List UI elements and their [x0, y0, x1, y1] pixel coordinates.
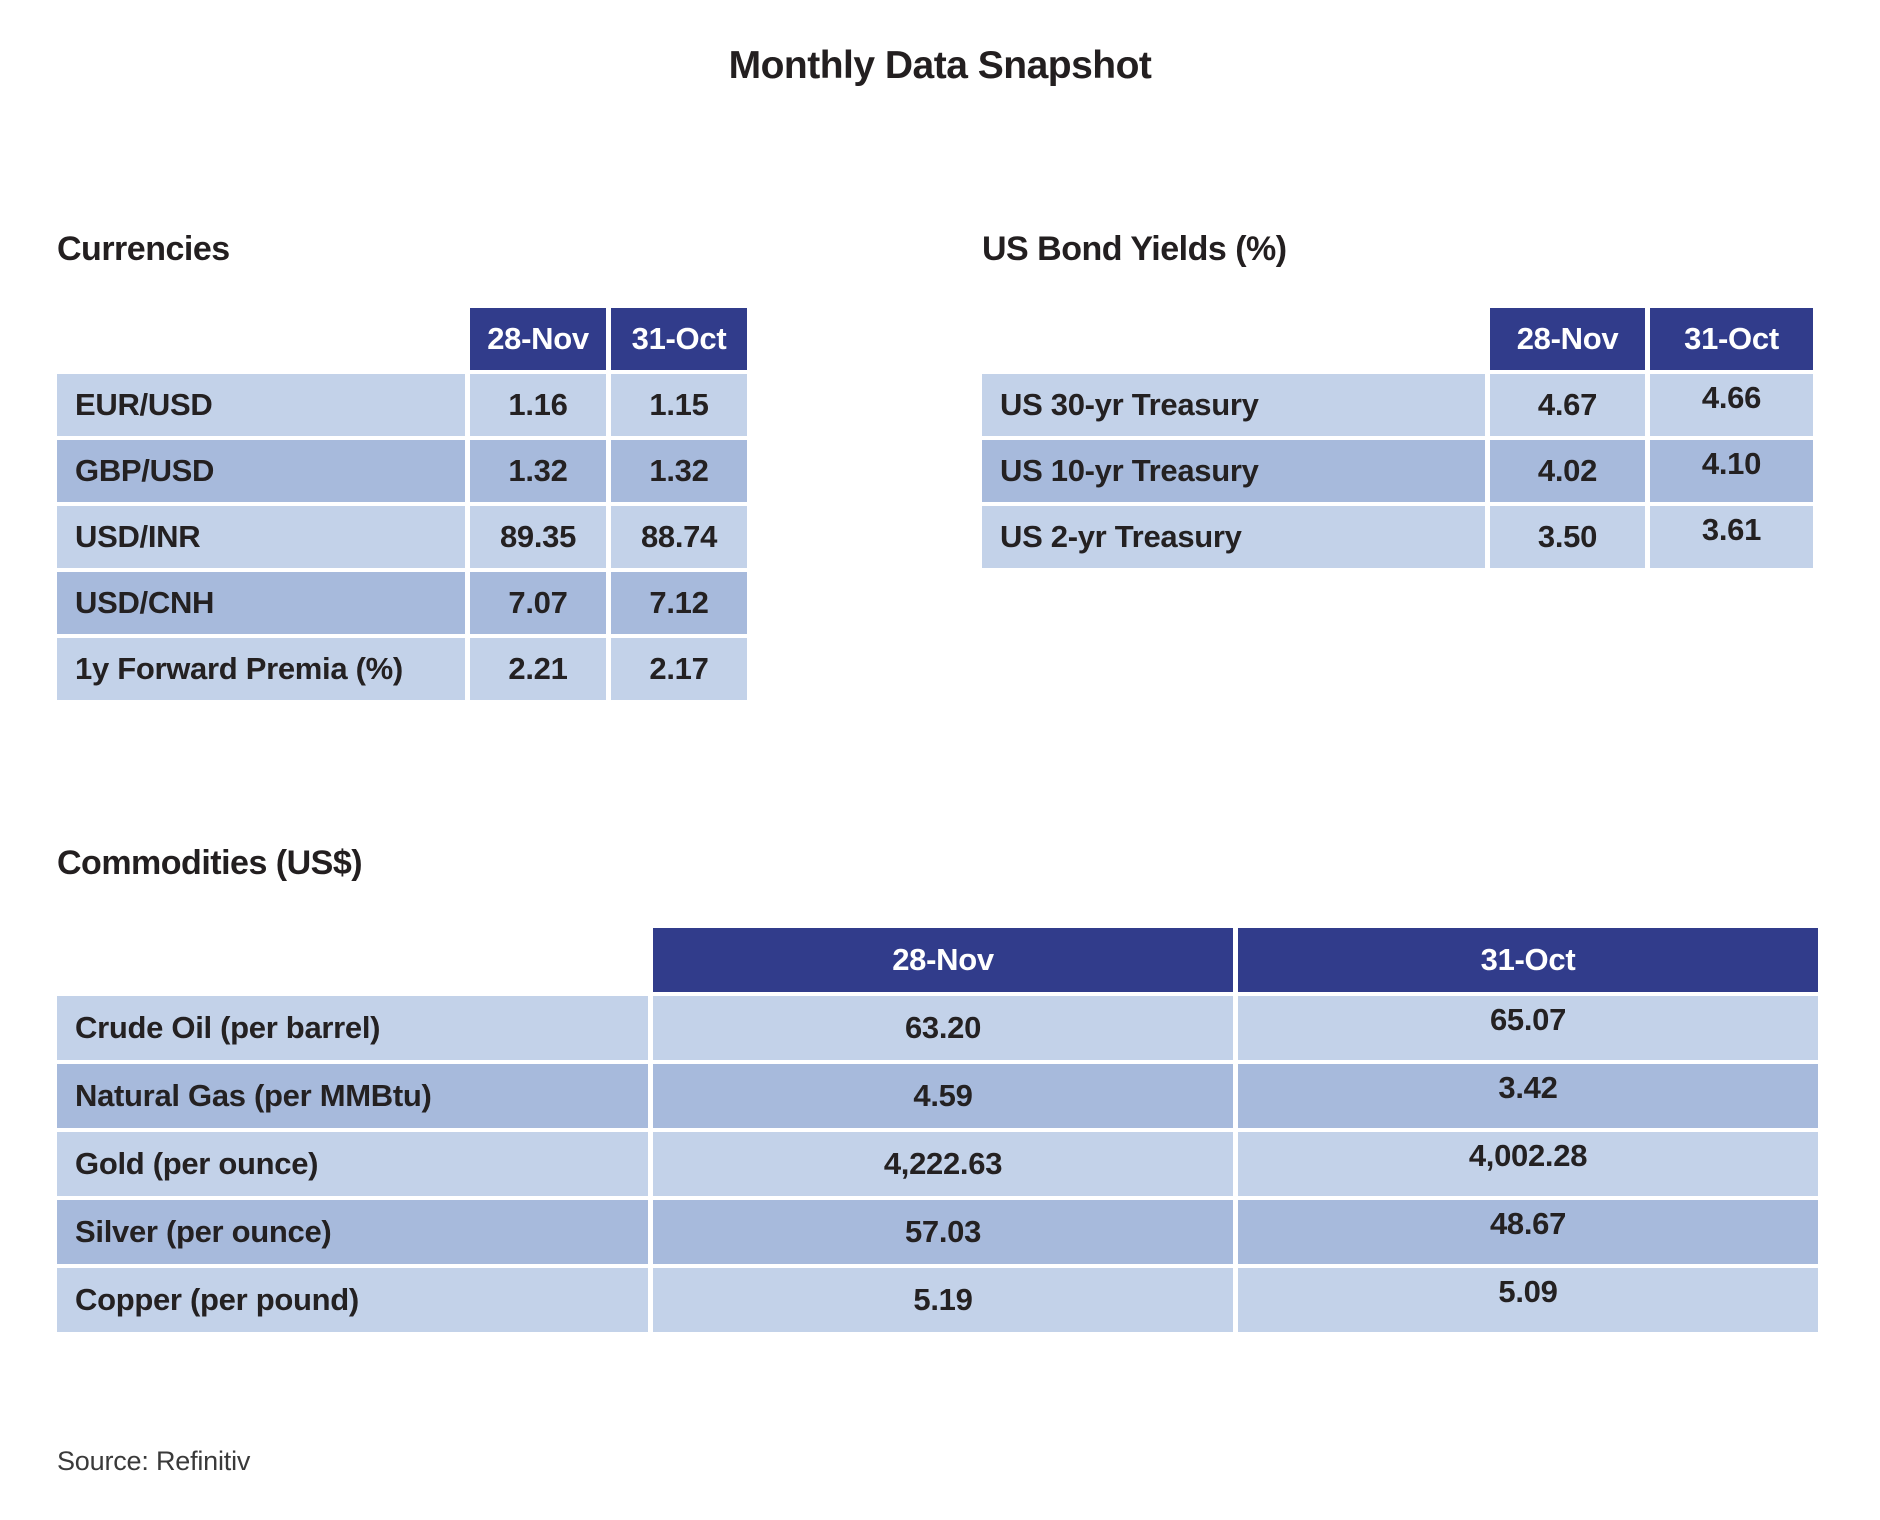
bond-yields-header-28nov: 28-Nov — [1490, 308, 1645, 370]
currencies-cell-value: 7.07 — [470, 572, 606, 634]
commodities-row-label: Natural Gas (per MMBtu) — [57, 1064, 648, 1128]
commodities-header-31oct: 31-Oct — [1238, 928, 1818, 992]
bond-yields-cell-value: 4.67 — [1490, 374, 1645, 436]
currencies-header-31oct: 31-Oct — [611, 308, 747, 370]
currencies-cell-value: 2.17 — [611, 638, 747, 700]
commodities-table: 28-Nov 31-Oct Crude Oil (per barrel) 63.… — [57, 928, 1818, 1332]
bond-yields-header-31oct: 31-Oct — [1650, 308, 1813, 370]
commodities-heading: Commodities (US$) — [57, 844, 363, 882]
commodities-row-label: Gold (per ounce) — [57, 1132, 648, 1196]
currencies-cell-value: 2.21 — [470, 638, 606, 700]
bond-yields-row-label: US 2-yr Treasury — [982, 506, 1485, 568]
commodities-row-label: Crude Oil (per barrel) — [57, 996, 648, 1060]
currencies-cell-value: 1.32 — [611, 440, 747, 502]
bond-yields-corner-spacer — [982, 308, 1485, 370]
currencies-heading: Currencies — [57, 230, 230, 268]
currencies-row-label: USD/INR — [57, 506, 465, 568]
commodities-cell-value: 3.42 — [1238, 1064, 1818, 1128]
commodities-cell-value: 63.20 — [653, 996, 1233, 1060]
currencies-row-label: GBP/USD — [57, 440, 465, 502]
commodities-row-label: Silver (per ounce) — [57, 1200, 648, 1264]
bond-yields-cell-value: 4.02 — [1490, 440, 1645, 502]
commodities-cell-value: 57.03 — [653, 1200, 1233, 1264]
bond-yields-cell-value: 4.66 — [1650, 374, 1813, 436]
commodities-cell-value: 4,222.63 — [653, 1132, 1233, 1196]
bond-yields-cell-value: 3.50 — [1490, 506, 1645, 568]
currencies-cell-value: 88.74 — [611, 506, 747, 568]
bond-yields-heading: US Bond Yields (%) — [982, 230, 1287, 268]
commodities-header-28nov: 28-Nov — [653, 928, 1233, 992]
currencies-row-label: 1y Forward Premia (%) — [57, 638, 465, 700]
bond-yields-row-label: US 10-yr Treasury — [982, 440, 1485, 502]
currencies-cell-value: 1.32 — [470, 440, 606, 502]
commodities-corner-spacer — [57, 928, 648, 992]
commodities-cell-value: 65.07 — [1238, 996, 1818, 1060]
commodities-cell-value: 5.19 — [653, 1268, 1233, 1332]
currencies-cell-value: 1.15 — [611, 374, 747, 436]
currencies-row-label: USD/CNH — [57, 572, 465, 634]
bond-yields-table: 28-Nov 31-Oct US 30-yr Treasury 4.67 4.6… — [982, 308, 1813, 568]
currencies-corner-spacer — [57, 308, 465, 370]
commodities-cell-value: 4.59 — [653, 1064, 1233, 1128]
bond-yields-cell-value: 4.10 — [1650, 440, 1813, 502]
commodities-cell-value: 5.09 — [1238, 1268, 1818, 1332]
bond-yields-cell-value: 3.61 — [1650, 506, 1813, 568]
currencies-cell-value: 1.16 — [470, 374, 606, 436]
currencies-header-28nov: 28-Nov — [470, 308, 606, 370]
bond-yields-row-label: US 30-yr Treasury — [982, 374, 1485, 436]
currencies-row-label: EUR/USD — [57, 374, 465, 436]
commodities-row-label: Copper (per pound) — [57, 1268, 648, 1332]
commodities-cell-value: 48.67 — [1238, 1200, 1818, 1264]
currencies-cell-value: 89.35 — [470, 506, 606, 568]
page-title: Monthly Data Snapshot — [728, 44, 1152, 87]
currencies-cell-value: 7.12 — [611, 572, 747, 634]
source-note: Source: Refinitiv — [57, 1446, 251, 1476]
commodities-cell-value: 4,002.28 — [1238, 1132, 1818, 1196]
currencies-table: 28-Nov 31-Oct EUR/USD 1.16 1.15 GBP/USD … — [57, 308, 747, 700]
